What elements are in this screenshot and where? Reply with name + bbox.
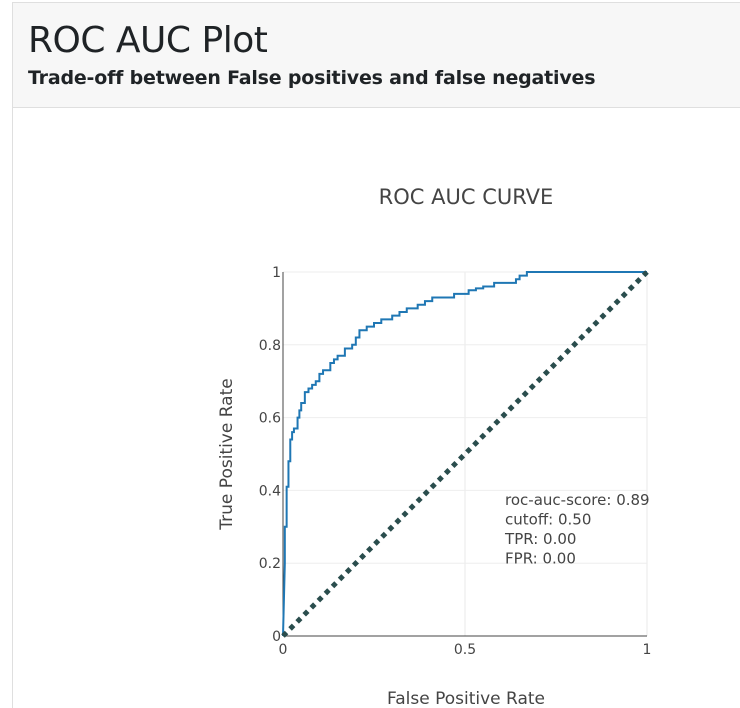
plot-series bbox=[281, 270, 649, 638]
annotation-line: FPR: 0.00 bbox=[505, 549, 576, 567]
roc-curve-line bbox=[282, 271, 647, 637]
axes bbox=[282, 272, 647, 637]
x-tick-label: 1 bbox=[643, 642, 652, 658]
y-tick-label: 0.8 bbox=[259, 338, 281, 354]
chart-title: ROC AUC CURVE bbox=[379, 185, 554, 209]
y-tick-label: 1 bbox=[272, 265, 281, 281]
y-tick-label: 0.4 bbox=[259, 483, 281, 499]
tick-labels: 0 0.5 1 0 0.2 0.4 0.6 0.8 1 bbox=[259, 265, 652, 658]
annotation-line: roc-auc-score: 0.89 bbox=[505, 491, 650, 509]
annotation-line: cutoff: 0.50 bbox=[505, 510, 591, 528]
x-tick-label: 0 bbox=[279, 642, 288, 658]
y-axis-title: True Positive Rate bbox=[217, 378, 237, 530]
x-tick-label: 0.5 bbox=[454, 642, 476, 658]
y-tick-label: 0.6 bbox=[259, 411, 281, 427]
card-body-border bbox=[12, 108, 13, 708]
card-header bbox=[12, 2, 740, 108]
page-subtitle: Trade-off between False positives and fa… bbox=[28, 67, 596, 89]
y-tick-label: 0 bbox=[272, 629, 281, 645]
grid-lines bbox=[283, 271, 648, 636]
annotation-line: TPR: 0.00 bbox=[504, 530, 576, 548]
x-axis-title: False Positive Rate bbox=[387, 689, 545, 708]
y-tick-label: 0.2 bbox=[259, 556, 281, 572]
page-title: ROC AUC Plot bbox=[28, 20, 268, 61]
